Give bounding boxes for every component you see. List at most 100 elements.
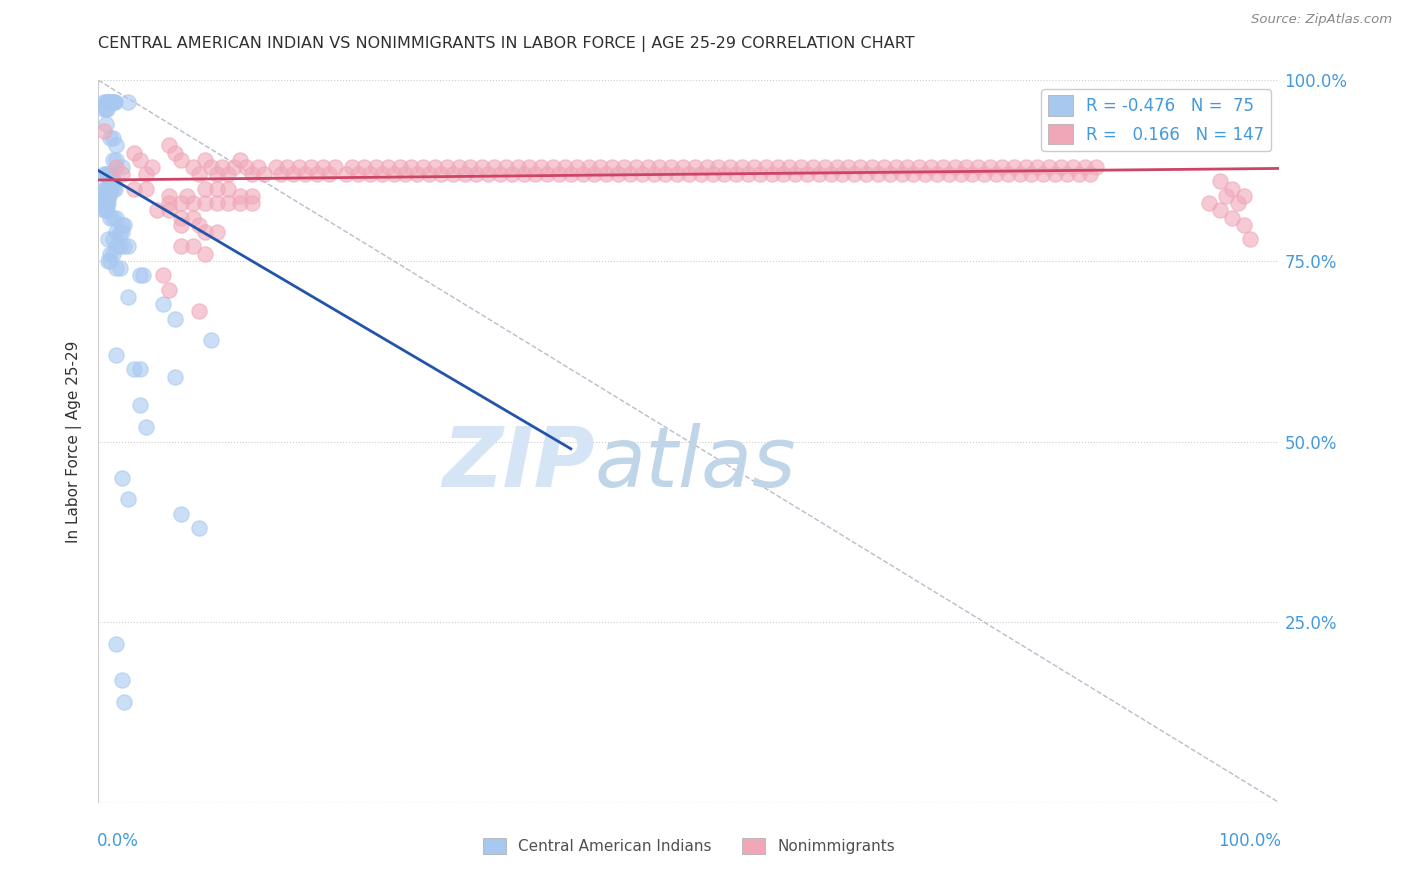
Point [790, 160, 813, 174]
Point [643, 167, 665, 181]
Point [689, 167, 711, 181]
Point [1085, 160, 1108, 174]
Point [820, 167, 842, 181]
Point [98, 167, 121, 181]
Point [101, 232, 124, 246]
Point [1014, 160, 1036, 174]
Point [94, 167, 117, 181]
Point [187, 304, 209, 318]
Point [702, 167, 724, 181]
Point [97, 189, 120, 203]
Point [187, 167, 209, 181]
Point [157, 138, 180, 153]
Point [382, 167, 405, 181]
Point [624, 160, 647, 174]
Point [766, 160, 789, 174]
Point [157, 283, 180, 297]
Point [205, 167, 228, 181]
Point [796, 167, 818, 181]
Point [105, 225, 128, 239]
Point [482, 160, 505, 174]
Point [364, 160, 387, 174]
Point [406, 167, 429, 181]
Point [98, 182, 121, 196]
Text: ZIP: ZIP [441, 423, 595, 504]
Y-axis label: In Labor Force | Age 25-29: In Labor Force | Age 25-29 [66, 341, 83, 542]
Point [377, 160, 399, 174]
Point [1209, 203, 1232, 218]
Point [548, 167, 571, 181]
Point [347, 167, 370, 181]
Point [98, 95, 121, 109]
Point [101, 211, 124, 225]
Point [1233, 218, 1256, 232]
Point [108, 261, 131, 276]
Point [187, 521, 209, 535]
Point [141, 160, 163, 174]
Point [98, 167, 121, 181]
Point [105, 348, 128, 362]
Point [96, 189, 118, 203]
Point [896, 160, 918, 174]
Point [342, 160, 364, 174]
Point [394, 167, 416, 181]
Text: atlas: atlas [595, 423, 796, 504]
Point [101, 95, 124, 109]
Point [997, 167, 1019, 181]
Point [371, 167, 394, 181]
Point [117, 239, 139, 253]
Point [814, 160, 837, 174]
Point [991, 160, 1014, 174]
Point [785, 167, 807, 181]
Point [194, 182, 217, 196]
Point [229, 189, 252, 203]
Point [401, 160, 423, 174]
Point [1220, 182, 1243, 196]
Point [1080, 167, 1102, 181]
Point [217, 167, 239, 181]
Point [323, 160, 346, 174]
Point [170, 153, 193, 167]
Point [312, 160, 335, 174]
Point [418, 167, 440, 181]
Point [229, 153, 252, 167]
Point [224, 160, 246, 174]
Point [318, 167, 340, 181]
Point [117, 290, 139, 304]
Point [1038, 160, 1060, 174]
Point [217, 182, 239, 196]
Point [453, 167, 475, 181]
Point [412, 160, 434, 174]
Point [96, 167, 118, 181]
Point [94, 95, 117, 109]
Point [731, 160, 754, 174]
Point [430, 167, 453, 181]
Point [630, 167, 652, 181]
Point [962, 167, 984, 181]
Point [1239, 232, 1261, 246]
Point [359, 167, 381, 181]
Text: Source: ZipAtlas.com: Source: ZipAtlas.com [1251, 13, 1392, 27]
Point [495, 160, 517, 174]
Point [105, 239, 128, 253]
Point [205, 196, 228, 211]
Point [283, 167, 305, 181]
Point [96, 182, 118, 196]
Point [181, 239, 204, 253]
Point [879, 167, 901, 181]
Point [979, 160, 1001, 174]
Point [1198, 196, 1220, 211]
Point [128, 268, 150, 283]
Point [866, 167, 889, 181]
Point [97, 182, 120, 196]
Point [135, 182, 157, 196]
Point [460, 160, 482, 174]
Point [276, 160, 298, 174]
Point [938, 167, 960, 181]
Point [264, 160, 287, 174]
Point [920, 160, 942, 174]
Point [108, 225, 131, 239]
Point [565, 160, 588, 174]
Point [111, 167, 134, 181]
Point [607, 167, 630, 181]
